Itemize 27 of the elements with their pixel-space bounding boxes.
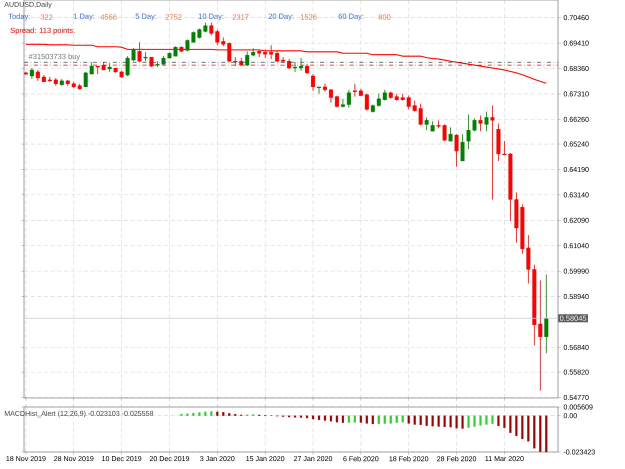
candlestick: [472, 118, 477, 132]
candlestick: [490, 105, 494, 200]
candlestick: [484, 111, 488, 132]
candlestick: [317, 86, 321, 94]
candlestick: [132, 48, 136, 62]
candlestick: [430, 120, 435, 132]
candlestick: [299, 58, 304, 72]
candlestick: [328, 88, 333, 104]
candlestick: [30, 68, 34, 80]
candlestick: [442, 124, 447, 142]
candlestick: [293, 62, 298, 72]
candlestick: [126, 56, 130, 76]
candlestick: [311, 74, 316, 92]
candlestick: [185, 39, 190, 52]
candlestick: [346, 89, 351, 108]
candlestick: [424, 117, 429, 131]
candlestick: [448, 126, 453, 142]
candlestick: [466, 114, 471, 150]
candlestick: [436, 120, 441, 129]
candlestick: [460, 134, 465, 162]
candlestick: [454, 134, 459, 168]
candlestick: [191, 31, 196, 43]
candlestick: [502, 140, 506, 156]
candlestick: [334, 95, 339, 108]
candlestick: [144, 52, 148, 62]
candlestick: [478, 115, 482, 132]
candlestick: [544, 274, 548, 354]
